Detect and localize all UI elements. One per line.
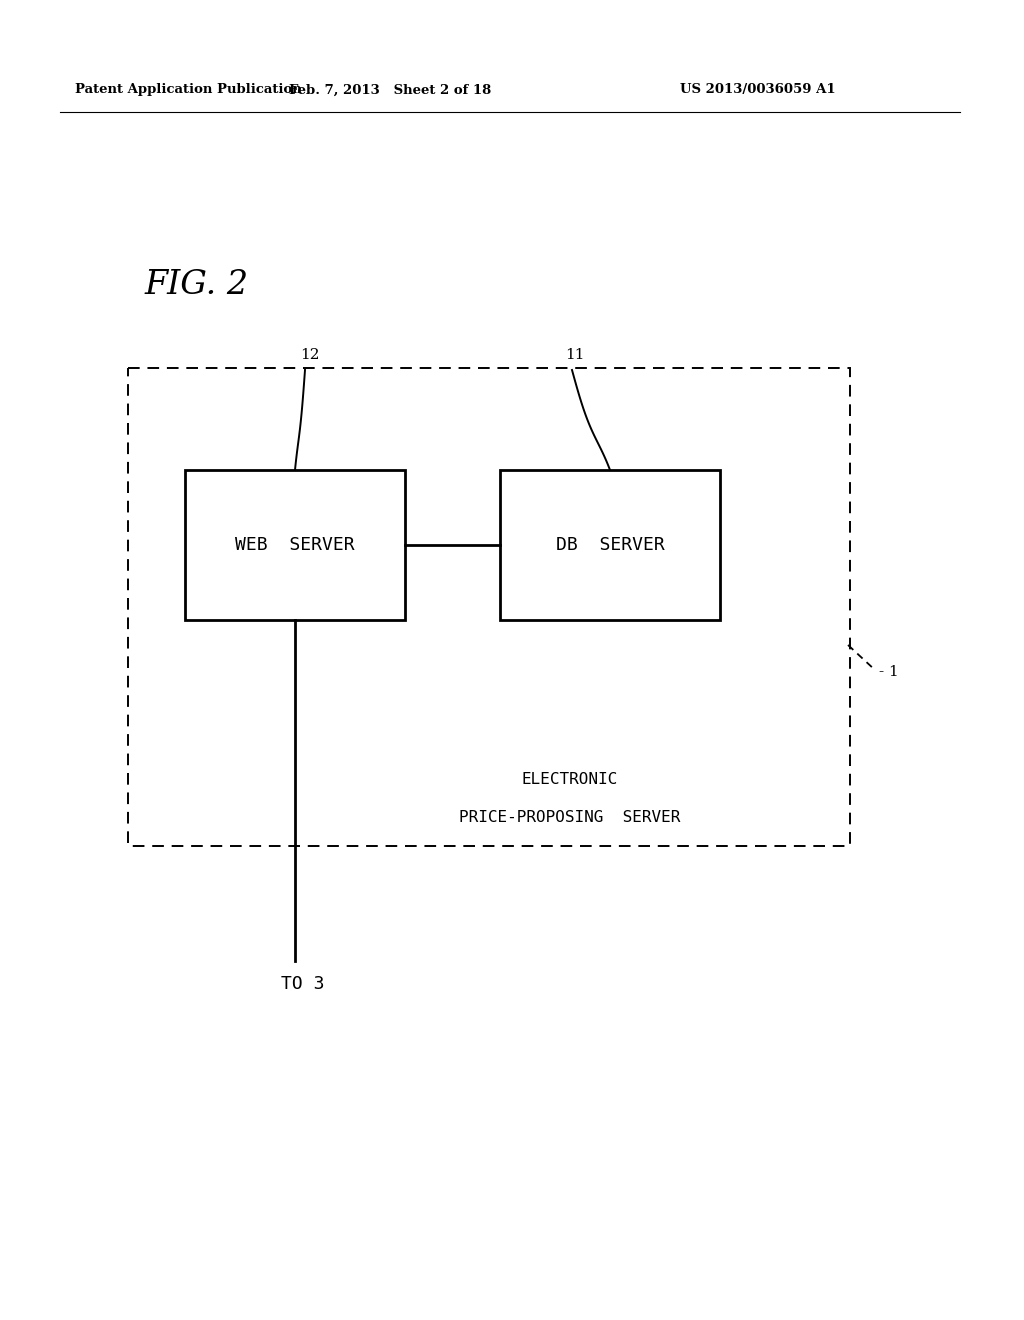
Text: FIG. 2: FIG. 2 [145, 269, 249, 301]
Text: TO 3: TO 3 [282, 975, 325, 993]
Text: Feb. 7, 2013   Sheet 2 of 18: Feb. 7, 2013 Sheet 2 of 18 [289, 83, 492, 96]
Bar [128, 368, 850, 846]
Text: PRICE-PROPOSING  SERVER: PRICE-PROPOSING SERVER [460, 810, 681, 825]
Text: DB  SERVER: DB SERVER [556, 536, 665, 554]
Text: ELECTRONIC: ELECTRONIC [522, 772, 618, 788]
Text: Patent Application Publication: Patent Application Publication [75, 83, 302, 96]
Text: US 2013/0036059 A1: US 2013/0036059 A1 [680, 83, 836, 96]
Text: 11: 11 [565, 348, 585, 362]
Text: - 1: - 1 [879, 665, 899, 678]
Text: 12: 12 [300, 348, 319, 362]
Bar [500, 470, 720, 620]
Bar [185, 470, 406, 620]
Text: WEB  SERVER: WEB SERVER [236, 536, 354, 554]
